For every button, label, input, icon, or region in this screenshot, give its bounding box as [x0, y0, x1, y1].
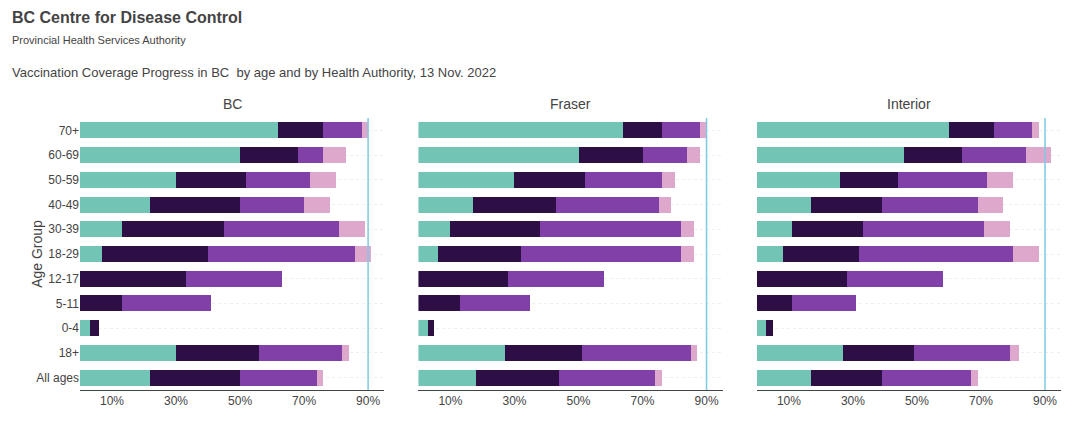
svg-text:50%: 50%	[228, 394, 252, 408]
svg-text:40-49: 40-49	[48, 198, 79, 212]
svg-text:60-69: 60-69	[48, 148, 79, 162]
svg-text:18-29: 18-29	[48, 247, 79, 261]
svg-text:30-39: 30-39	[48, 222, 79, 236]
svg-text:30%: 30%	[164, 394, 188, 408]
svg-text:50%: 50%	[905, 394, 929, 408]
svg-text:0-4: 0-4	[62, 321, 80, 335]
svg-text:90%: 90%	[695, 394, 719, 408]
svg-text:Interior: Interior	[887, 96, 931, 112]
svg-text:70%: 70%	[631, 394, 655, 408]
svg-text:30%: 30%	[841, 394, 865, 408]
svg-text:10%: 10%	[777, 394, 801, 408]
svg-text:70%: 70%	[969, 394, 993, 408]
svg-text:30%: 30%	[502, 394, 526, 408]
svg-text:Vaccination Coverage Progress: Vaccination Coverage Progress in BC by a…	[12, 65, 496, 80]
svg-text:18+: 18+	[59, 346, 79, 360]
svg-text:Fraser: Fraser	[550, 96, 591, 112]
svg-text:All ages: All ages	[36, 371, 79, 385]
svg-text:70%: 70%	[292, 394, 316, 408]
svg-text:10%: 10%	[100, 394, 124, 408]
svg-text:90%: 90%	[356, 394, 380, 408]
svg-text:70+: 70+	[59, 124, 79, 138]
svg-text:5-11: 5-11	[56, 297, 79, 311]
svg-text:BC: BC	[223, 96, 242, 112]
svg-text:BC Centre for Disease Control: BC Centre for Disease Control	[12, 9, 242, 26]
svg-text:12-17: 12-17	[48, 272, 79, 286]
svg-text:50%: 50%	[566, 394, 590, 408]
svg-text:Age Group: Age Group	[29, 220, 45, 288]
svg-text:90%: 90%	[1033, 394, 1057, 408]
svg-text:Provincial Health Services Aut: Provincial Health Services Authority	[12, 34, 186, 46]
svg-text:10%: 10%	[438, 394, 462, 408]
svg-text:50-59: 50-59	[48, 173, 79, 187]
